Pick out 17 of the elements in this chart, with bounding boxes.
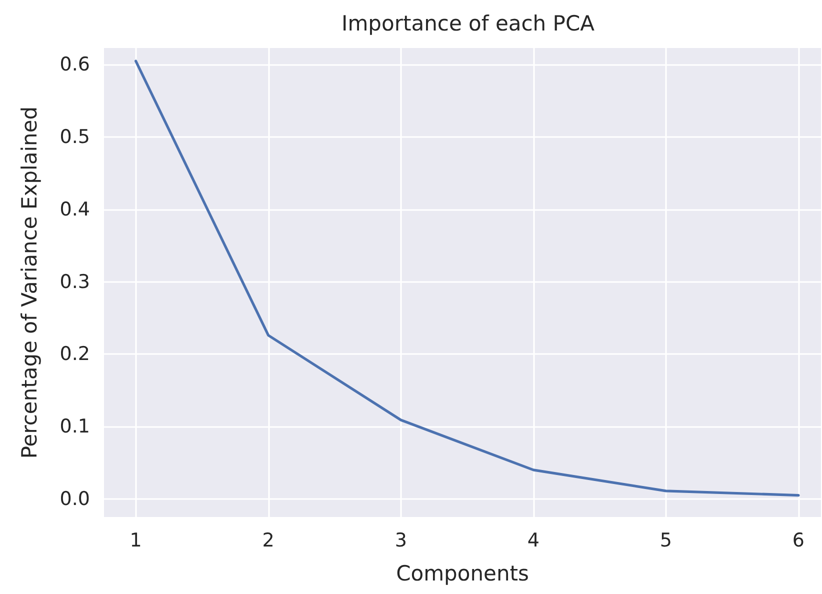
x-tick-label: 4 xyxy=(527,530,540,552)
x-axis-title: Components xyxy=(396,562,529,586)
y-tick-label: 0.0 xyxy=(60,488,90,510)
y-tick-label: 0.3 xyxy=(60,270,90,293)
line-series xyxy=(134,60,800,497)
x-tick-label: 1 xyxy=(130,530,142,552)
x-tick-label: 6 xyxy=(792,530,805,552)
x-tick-label: 5 xyxy=(660,530,672,552)
y-tick-label: 0.6 xyxy=(60,54,90,76)
chart-title: Importance of each PCA xyxy=(342,12,596,36)
x-tick-label: 3 xyxy=(394,530,407,552)
y-axis-title: Percentage of Variance Explained xyxy=(18,106,42,459)
y-tick-label: 0.5 xyxy=(60,126,90,148)
y-tick-label: 0.2 xyxy=(60,343,90,366)
y-tick-label: 0.4 xyxy=(60,198,90,220)
y-tick-label: 0.1 xyxy=(60,416,90,438)
x-tick-label: 2 xyxy=(262,530,274,552)
